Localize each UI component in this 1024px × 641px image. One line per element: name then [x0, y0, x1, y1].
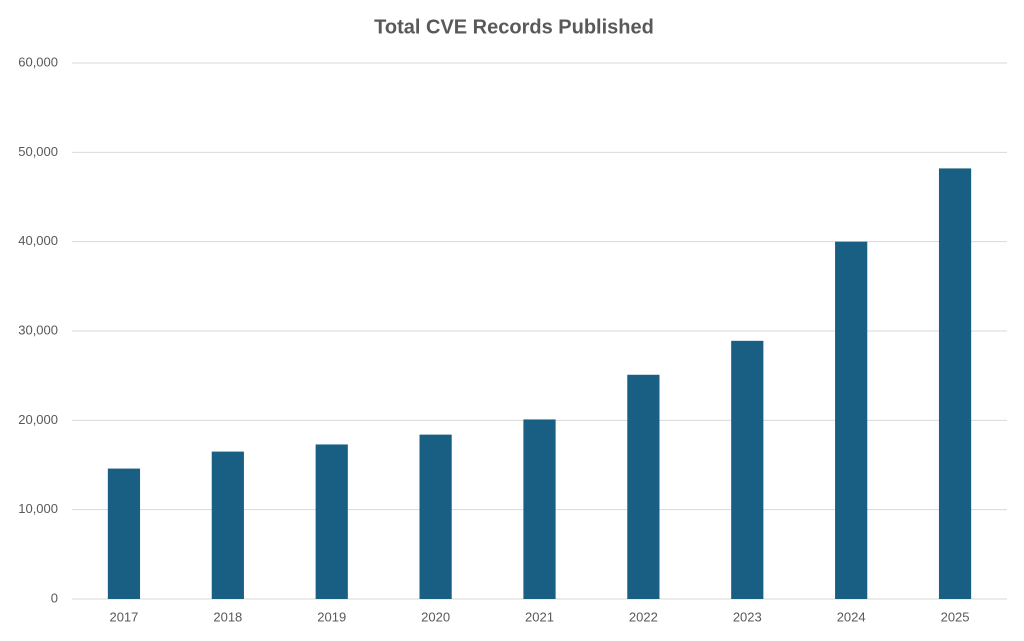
bar [627, 374, 660, 599]
y-tick-label: 20,000 [18, 412, 58, 427]
x-tick-label: 2017 [109, 609, 138, 624]
bar [731, 340, 764, 599]
x-tick-label: 2025 [941, 609, 970, 624]
y-tick-label: 50,000 [18, 144, 58, 159]
chart-title: Total CVE Records Published [374, 16, 654, 38]
bar [315, 444, 348, 599]
x-tick-label: 2024 [837, 609, 866, 624]
bar [938, 168, 972, 599]
y-tick-label: 10,000 [18, 501, 58, 516]
y-tick-label: 40,000 [18, 233, 58, 248]
bar [211, 451, 244, 599]
x-tick-label: 2022 [629, 609, 658, 624]
bar [523, 419, 556, 599]
bar [107, 468, 141, 599]
y-tick-label: 30,000 [18, 322, 58, 337]
x-tick-label: 2019 [317, 609, 346, 624]
x-tick-label: 2021 [525, 609, 554, 624]
x-tick-label: 2018 [213, 609, 242, 624]
x-tick-label: 2023 [733, 609, 762, 624]
bar [835, 241, 868, 599]
x-tick-label: 2020 [421, 609, 450, 624]
y-tick-label: 60,000 [18, 54, 58, 69]
bar [419, 434, 452, 599]
y-tick-label: 0 [51, 590, 58, 605]
